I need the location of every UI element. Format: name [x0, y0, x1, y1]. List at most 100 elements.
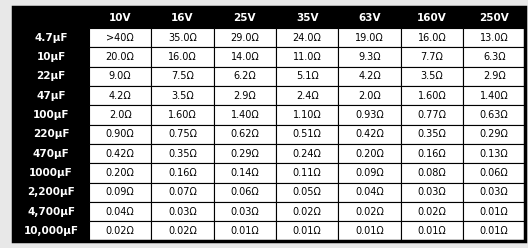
- Text: 0.29Ω: 0.29Ω: [480, 129, 508, 139]
- Text: 0.01Ω: 0.01Ω: [418, 226, 446, 236]
- Text: 20.0Ω: 20.0Ω: [106, 52, 135, 62]
- Bar: [401, 124, 463, 144]
- Text: 10V: 10V: [109, 13, 131, 23]
- Text: 0.01Ω: 0.01Ω: [480, 207, 508, 217]
- Bar: [276, 47, 338, 67]
- Bar: [13, 183, 89, 202]
- Bar: [13, 47, 89, 67]
- Bar: [152, 124, 214, 144]
- Text: 35V: 35V: [296, 13, 318, 23]
- Bar: [276, 202, 338, 221]
- Bar: [13, 105, 89, 124]
- Bar: [276, 163, 338, 183]
- Bar: [89, 202, 152, 221]
- Bar: [401, 7, 463, 28]
- Bar: [152, 67, 214, 86]
- Text: 19.0Ω: 19.0Ω: [355, 33, 384, 43]
- Text: 6.3Ω: 6.3Ω: [483, 52, 505, 62]
- Bar: [338, 105, 401, 124]
- Bar: [214, 67, 276, 86]
- Text: 0.90Ω: 0.90Ω: [106, 129, 135, 139]
- Text: 0.03Ω: 0.03Ω: [230, 207, 259, 217]
- Bar: [152, 144, 214, 163]
- Bar: [463, 163, 525, 183]
- Bar: [338, 163, 401, 183]
- Text: 0.04Ω: 0.04Ω: [355, 187, 384, 197]
- Text: 0.02Ω: 0.02Ω: [355, 207, 384, 217]
- Bar: [276, 67, 338, 86]
- Bar: [152, 183, 214, 202]
- Text: 6.2Ω: 6.2Ω: [233, 71, 256, 81]
- Bar: [89, 124, 152, 144]
- Bar: [152, 105, 214, 124]
- Text: 7.5Ω: 7.5Ω: [171, 71, 194, 81]
- Text: 1.60Ω: 1.60Ω: [168, 110, 197, 120]
- Text: 7.7Ω: 7.7Ω: [420, 52, 444, 62]
- Text: 0.13Ω: 0.13Ω: [480, 149, 508, 158]
- Text: 4.2Ω: 4.2Ω: [358, 71, 381, 81]
- Text: 47μF: 47μF: [36, 91, 66, 101]
- Bar: [276, 105, 338, 124]
- Bar: [89, 7, 152, 28]
- Bar: [214, 86, 276, 105]
- Text: 0.09Ω: 0.09Ω: [355, 168, 384, 178]
- Text: 0.02Ω: 0.02Ω: [418, 207, 446, 217]
- Text: 0.01Ω: 0.01Ω: [355, 226, 384, 236]
- Text: 25V: 25V: [233, 13, 256, 23]
- Text: 16.0Ω: 16.0Ω: [418, 33, 446, 43]
- Text: 0.75Ω: 0.75Ω: [168, 129, 197, 139]
- Bar: [214, 7, 276, 28]
- Bar: [214, 221, 276, 241]
- Bar: [401, 86, 463, 105]
- Bar: [13, 202, 89, 221]
- Bar: [276, 86, 338, 105]
- Text: 0.03Ω: 0.03Ω: [480, 187, 508, 197]
- Text: 11.0Ω: 11.0Ω: [293, 52, 322, 62]
- Bar: [89, 86, 152, 105]
- Bar: [338, 86, 401, 105]
- Bar: [463, 86, 525, 105]
- Bar: [338, 221, 401, 241]
- Text: 0.29Ω: 0.29Ω: [230, 149, 259, 158]
- Text: 0.02Ω: 0.02Ω: [168, 226, 197, 236]
- Text: 0.07Ω: 0.07Ω: [168, 187, 197, 197]
- Bar: [276, 7, 338, 28]
- Text: 2.9Ω: 2.9Ω: [483, 71, 506, 81]
- Text: 470μF: 470μF: [33, 149, 70, 158]
- Bar: [214, 105, 276, 124]
- Text: 4,700μF: 4,700μF: [27, 207, 75, 217]
- Bar: [152, 28, 214, 47]
- Text: 16.0Ω: 16.0Ω: [168, 52, 197, 62]
- Text: 2.0Ω: 2.0Ω: [358, 91, 381, 101]
- Text: 0.35Ω: 0.35Ω: [168, 149, 197, 158]
- Text: 0.09Ω: 0.09Ω: [106, 187, 135, 197]
- Bar: [276, 221, 338, 241]
- Bar: [401, 202, 463, 221]
- Bar: [338, 183, 401, 202]
- Bar: [214, 183, 276, 202]
- Bar: [89, 67, 152, 86]
- Bar: [463, 202, 525, 221]
- Text: 1.10Ω: 1.10Ω: [293, 110, 322, 120]
- Text: 1.40Ω: 1.40Ω: [230, 110, 259, 120]
- Text: 0.11Ω: 0.11Ω: [293, 168, 322, 178]
- Text: 0.16Ω: 0.16Ω: [418, 149, 446, 158]
- Bar: [214, 124, 276, 144]
- Text: 10μF: 10μF: [36, 52, 65, 62]
- Bar: [276, 144, 338, 163]
- Text: 2,200μF: 2,200μF: [27, 187, 75, 197]
- Text: 0.63Ω: 0.63Ω: [480, 110, 508, 120]
- Text: >40Ω: >40Ω: [106, 33, 134, 43]
- Bar: [463, 124, 525, 144]
- Text: 13.0Ω: 13.0Ω: [480, 33, 508, 43]
- Text: 1.40Ω: 1.40Ω: [480, 91, 508, 101]
- Text: 3.5Ω: 3.5Ω: [420, 71, 443, 81]
- Text: 24.0Ω: 24.0Ω: [293, 33, 322, 43]
- Text: 22μF: 22μF: [36, 71, 65, 81]
- Text: 5.1Ω: 5.1Ω: [296, 71, 318, 81]
- Text: 100μF: 100μF: [33, 110, 69, 120]
- Bar: [214, 202, 276, 221]
- Bar: [214, 144, 276, 163]
- Text: 0.42Ω: 0.42Ω: [355, 129, 384, 139]
- Text: 9.3Ω: 9.3Ω: [358, 52, 381, 62]
